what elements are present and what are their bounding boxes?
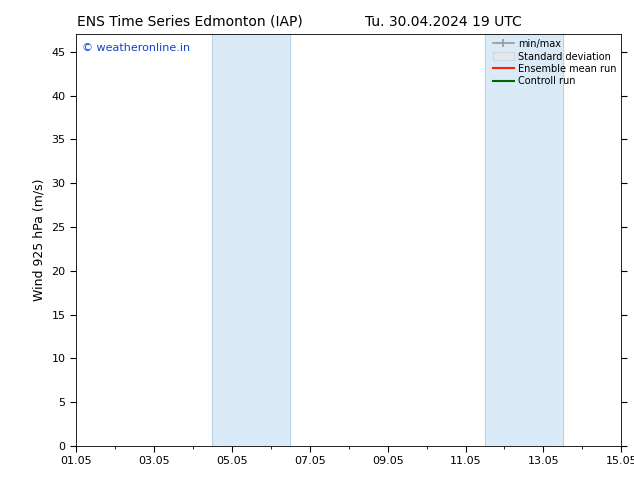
Legend: min/max, Standard deviation, Ensemble mean run, Controll run: min/max, Standard deviation, Ensemble me… <box>489 36 619 89</box>
Bar <box>212 34 290 446</box>
Y-axis label: Wind 925 hPa (m/s): Wind 925 hPa (m/s) <box>33 179 46 301</box>
Text: Tu. 30.04.2024 19 UTC: Tu. 30.04.2024 19 UTC <box>365 15 522 29</box>
Text: © weatheronline.in: © weatheronline.in <box>82 43 190 52</box>
Text: ENS Time Series Edmonton (IAP): ENS Time Series Edmonton (IAP) <box>77 15 303 29</box>
Bar <box>485 34 563 446</box>
